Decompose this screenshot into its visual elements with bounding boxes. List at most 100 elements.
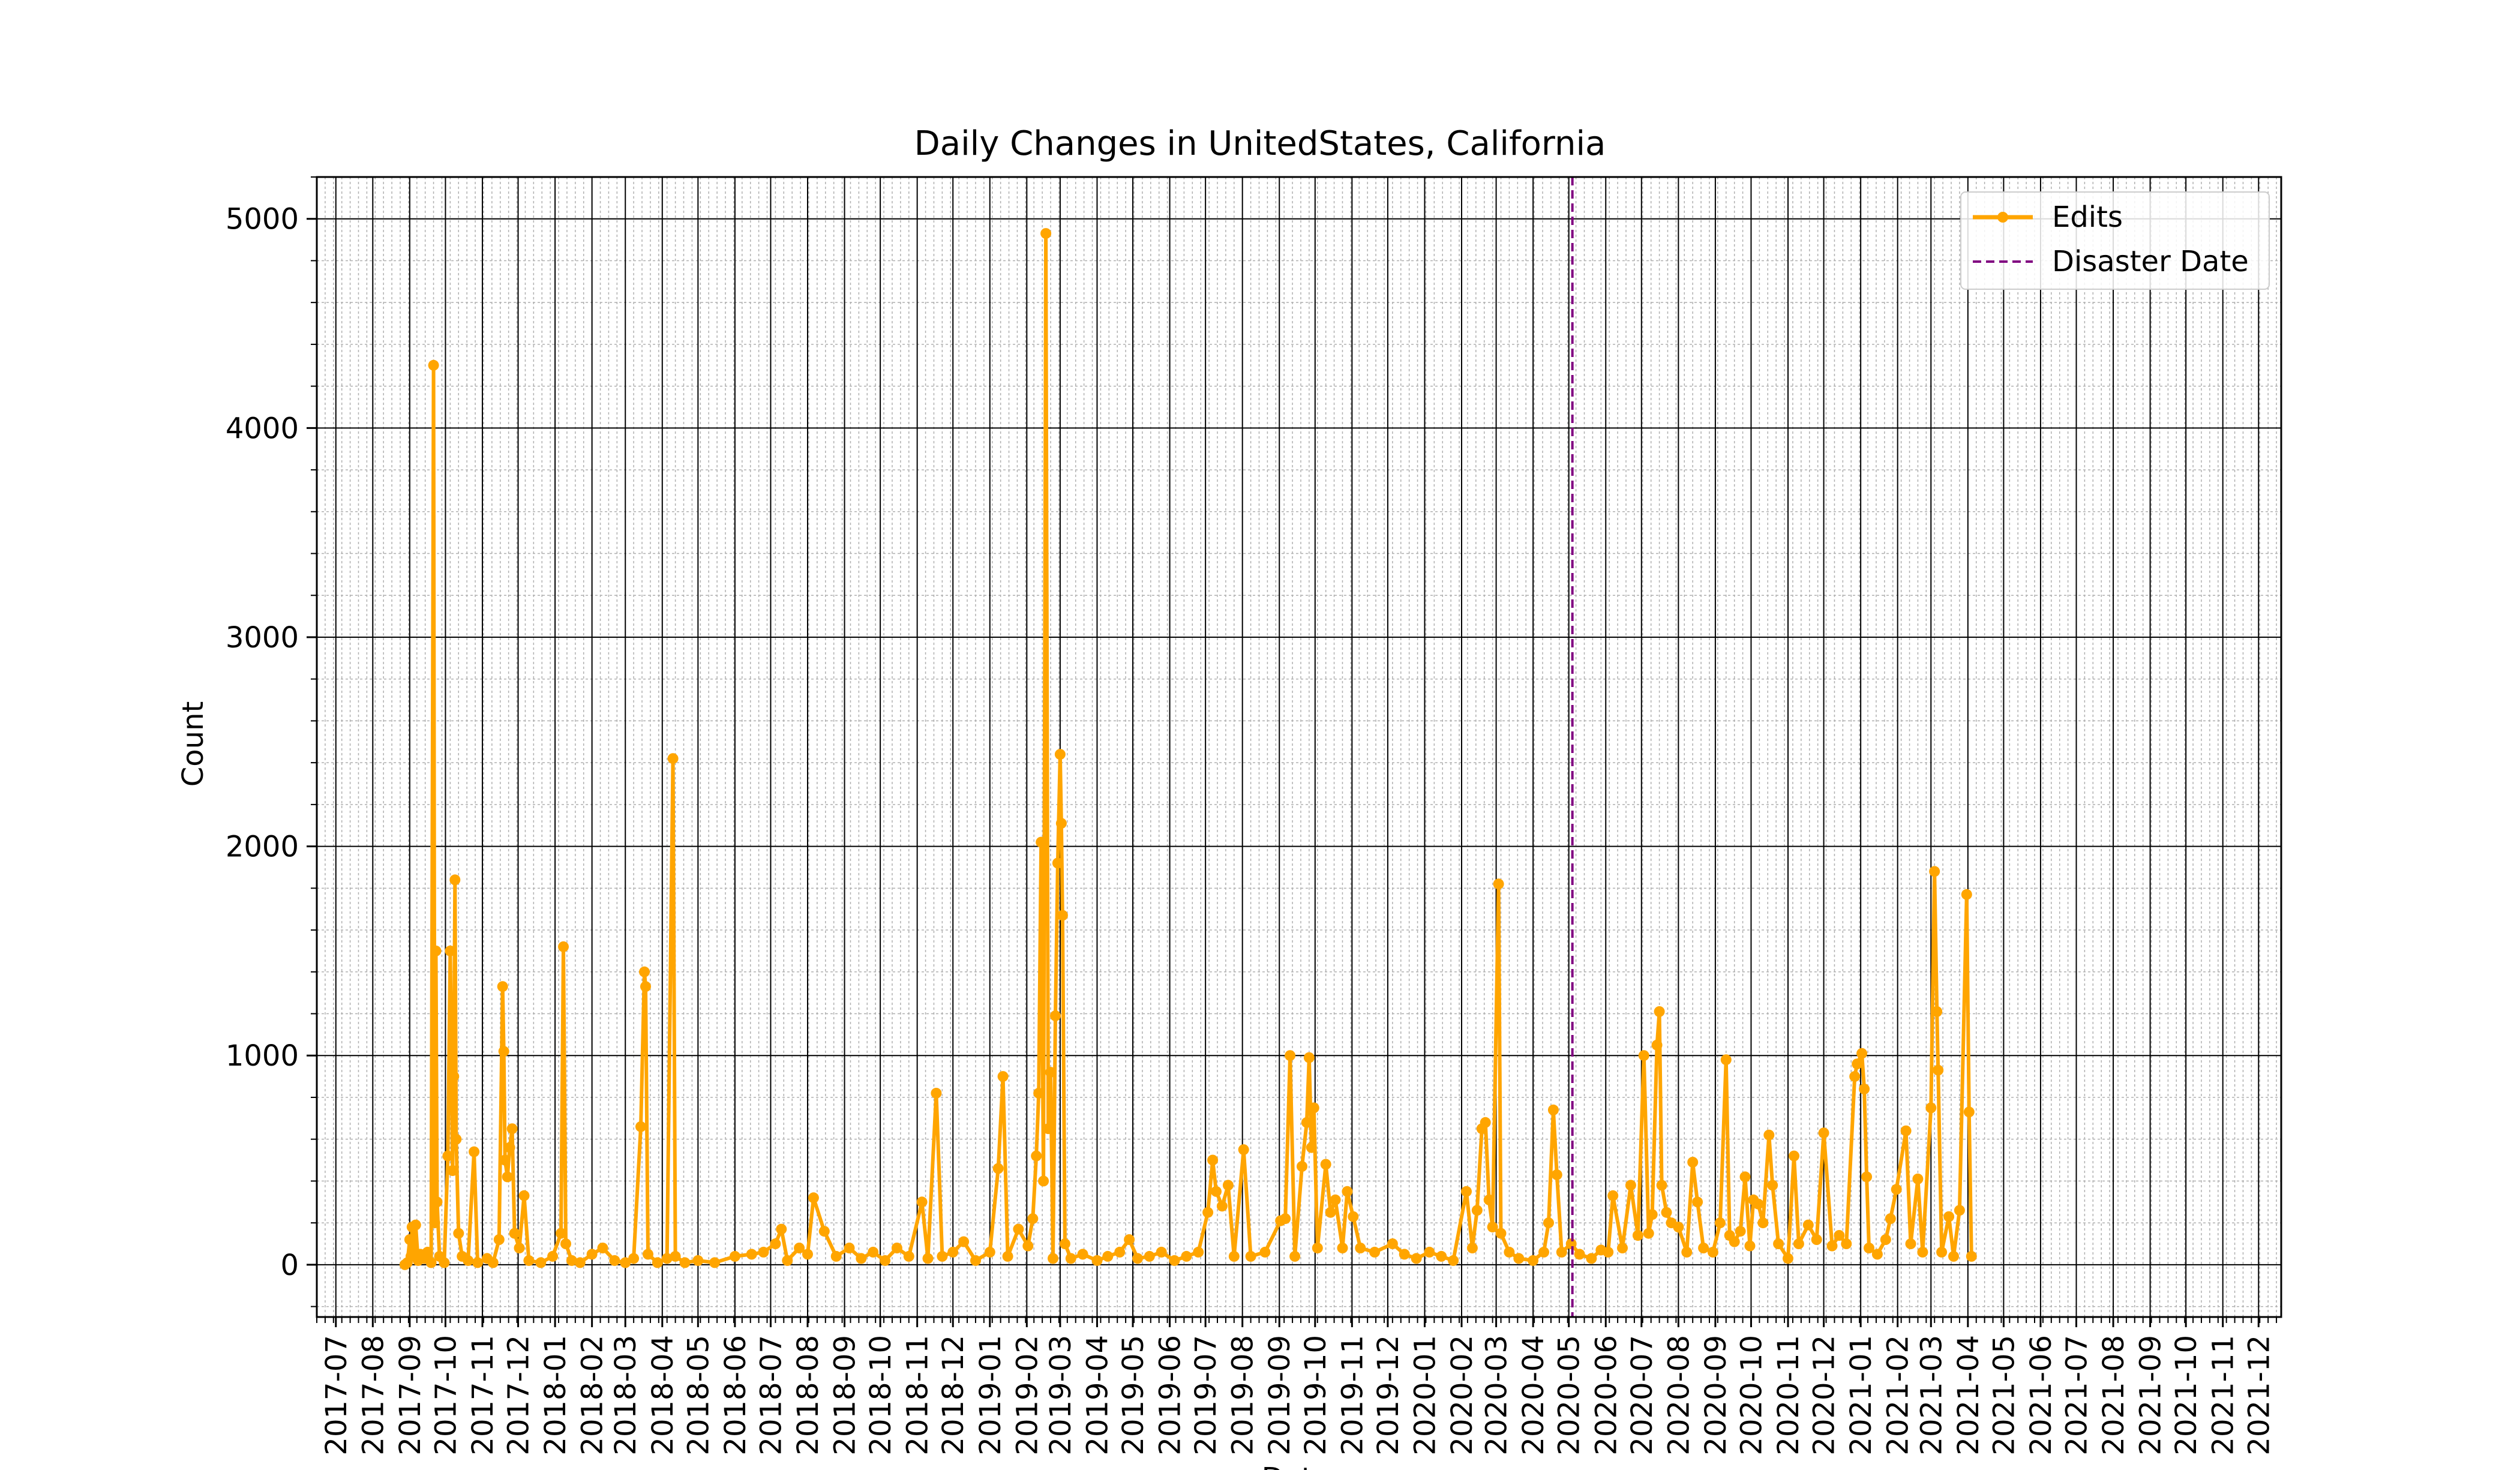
edits-data-point — [1280, 1213, 1291, 1225]
edits-data-point — [1954, 1205, 1965, 1216]
edits-data-point — [1216, 1201, 1228, 1212]
edits-data-point — [518, 1190, 530, 1201]
edits-data-point — [1720, 1054, 1732, 1066]
x-tick-label: 2021-07 — [2060, 1335, 2094, 1456]
x-tick-label: 2018-11 — [901, 1335, 935, 1456]
edits-data-point — [1040, 228, 1052, 239]
x-tick-label: 2019-06 — [1154, 1335, 1187, 1456]
edits-data-point — [1480, 1117, 1491, 1128]
x-tick-label: 2019-02 — [1010, 1335, 1044, 1456]
edits-data-point — [1013, 1223, 1024, 1235]
x-tick-label: 2021-04 — [1952, 1335, 1985, 1456]
edits-data-point — [1673, 1222, 1684, 1233]
legend-disaster-label: Disaster Date — [2052, 245, 2249, 278]
edits-data-point — [472, 1257, 483, 1268]
edits-data-point — [1551, 1169, 1562, 1180]
edits-series-line — [403, 232, 1973, 1267]
x-tick-label: 2017-10 — [429, 1335, 463, 1456]
edits-data-point — [830, 1250, 842, 1262]
edits-data-point — [1059, 1238, 1070, 1249]
edits-data-point — [509, 1228, 520, 1239]
edits-data-point — [422, 1246, 433, 1258]
edits-data-point — [635, 1121, 646, 1132]
x-tick-label: 2020-01 — [1408, 1335, 1442, 1456]
edits-data-point — [916, 1196, 928, 1208]
edits-data-point — [1169, 1255, 1180, 1266]
edits-data-point — [1556, 1246, 1567, 1258]
x-tick-label: 2019-01 — [974, 1335, 1007, 1456]
edits-data-point — [1936, 1246, 1948, 1258]
edits-data-point — [922, 1253, 934, 1264]
edits-data-point — [770, 1238, 781, 1249]
edits-data-point — [947, 1246, 959, 1258]
edits-data-point — [1033, 1088, 1045, 1099]
edits-data-point — [1002, 1250, 1013, 1262]
x-tick-label: 2020-08 — [1662, 1335, 1696, 1456]
edits-data-point — [1607, 1190, 1619, 1201]
edits-data-point — [1399, 1249, 1410, 1260]
y-tick-label: 0 — [280, 1249, 299, 1282]
edits-data-point — [428, 359, 439, 371]
edits-data-point — [1849, 1071, 1861, 1082]
edits-data-point — [1144, 1250, 1155, 1262]
edits-data-point — [1586, 1253, 1597, 1264]
edits-data-point — [1228, 1250, 1240, 1262]
edits-data-point — [1912, 1173, 1924, 1184]
edits-data-point — [1617, 1243, 1628, 1253]
edits-data-point — [1925, 1102, 1937, 1114]
edits-data-point — [667, 753, 679, 764]
x-tick-label: 2017-08 — [356, 1335, 390, 1456]
edits-data-point — [1773, 1238, 1784, 1249]
edits-data-point — [1065, 1253, 1076, 1264]
edits-data-point — [1753, 1198, 1764, 1210]
x-tick-label: 2021-06 — [2024, 1335, 2058, 1456]
edits-data-point — [1852, 1058, 1863, 1070]
x-tick-label: 2018-09 — [829, 1335, 862, 1456]
x-tick-label: 2021-09 — [2134, 1335, 2168, 1456]
minor-grid — [316, 176, 2281, 1317]
edits-data-point — [1461, 1186, 1472, 1197]
x-tick-label: 2017-12 — [502, 1335, 536, 1456]
edits-data-point — [1308, 1102, 1319, 1114]
edits-data-point — [1543, 1217, 1554, 1229]
edits-data-point — [628, 1253, 640, 1264]
edits-data-point — [1811, 1234, 1822, 1245]
edits-data-point — [639, 966, 650, 977]
edits-data-point — [560, 1238, 571, 1249]
edits-data-point — [1856, 1048, 1868, 1059]
edits-data-point — [1207, 1154, 1219, 1166]
edits-data-point — [487, 1257, 499, 1268]
edits-data-point — [429, 1217, 440, 1229]
edits-data-point — [556, 1228, 566, 1239]
edits-data-point — [1574, 1249, 1585, 1260]
edits-data-point — [558, 941, 569, 952]
edits-data-point — [442, 1150, 454, 1162]
edits-data-point — [1091, 1255, 1103, 1266]
edits-data-point — [1948, 1250, 1959, 1262]
x-tick-label: 2018-03 — [609, 1335, 643, 1456]
edits-data-point — [1124, 1234, 1135, 1245]
edits-data-point — [535, 1257, 547, 1268]
edits-data-point — [1043, 1123, 1054, 1135]
edits-data-point — [1625, 1180, 1636, 1191]
x-tick-label: 2021-10 — [2170, 1335, 2203, 1456]
edits-data-point — [451, 1133, 462, 1145]
edits-data-point — [497, 981, 508, 992]
x-tick-label: 2018-12 — [937, 1335, 970, 1456]
edits-data-point — [984, 1246, 995, 1258]
y-tick-label: 5000 — [226, 203, 299, 236]
x-tick-label: 2021-02 — [1882, 1335, 1915, 1456]
edits-data-point — [1483, 1194, 1495, 1205]
x-tick-label: 2020-07 — [1625, 1335, 1659, 1456]
edits-data-point — [1891, 1184, 1902, 1195]
edits-data-point — [776, 1223, 787, 1235]
x-tick-label: 2020-06 — [1589, 1335, 1623, 1456]
edits-data-point — [661, 1253, 673, 1264]
edits-data-point — [1504, 1246, 1515, 1258]
y-tick-label: 1000 — [226, 1039, 299, 1073]
x-tick-label: 2020-03 — [1480, 1335, 1514, 1456]
y-tick-label: 4000 — [226, 412, 299, 445]
edits-data-point — [1211, 1186, 1222, 1197]
edits-data-point — [609, 1255, 620, 1266]
